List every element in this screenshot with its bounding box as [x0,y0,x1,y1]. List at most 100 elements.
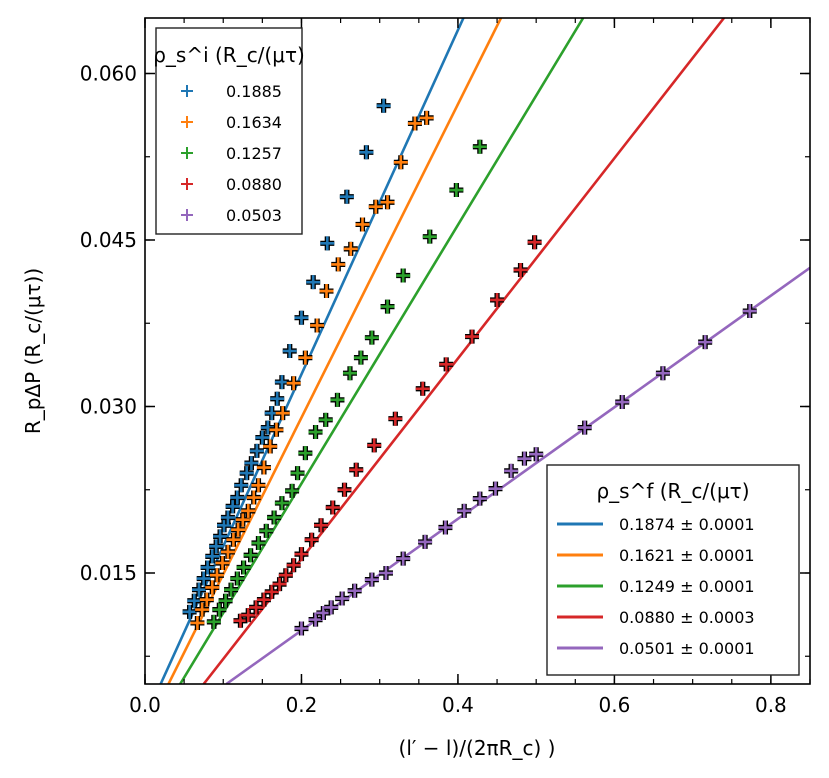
x-axis-title: (l′ − l)/(2πR_c) ) [399,736,556,760]
y-tick-label: 0.030 [80,395,137,419]
legend-lines-title: ρ_s^f (R_c/(μτ) [596,479,749,503]
data-point-0.0880 [367,438,382,453]
data-point-0.1634 [235,512,250,527]
data-point-0.0503 [698,335,713,350]
x-tick-label: 0.0 [129,693,161,717]
data-point-0.0503 [324,600,339,615]
data-point-0.0880 [294,547,309,562]
data-point-0.1885 [182,604,197,619]
data-point-0.1634 [419,110,434,125]
data-point-0.0503 [335,591,350,606]
plot-frame [144,17,811,685]
data-point-0.1634 [286,376,301,391]
data-point-0.1257 [364,330,379,345]
data-point-0.0880 [465,329,480,344]
data-point-0.0880 [241,608,256,623]
data-point-0.0880 [233,613,248,628]
data-point-0.1634 [275,406,290,421]
x-tick-label: 0.4 [442,693,474,717]
data-point-0.0503 [655,366,670,381]
legend-marker-label: 0.0880 [226,175,282,194]
data-point-0.1634 [319,284,334,299]
data-point-0.1634 [190,615,205,630]
legend-markers-title: ρ_s^i (R_c/(μτ) [153,43,305,67]
data-point-0.1257 [449,183,464,198]
legend-marker-label: 0.0503 [226,206,282,225]
data-point-0.1257 [298,446,313,461]
data-point-0.0503 [364,572,379,587]
data-point-0.0503 [472,491,487,506]
data-point-0.1257 [472,139,487,154]
data-point-0.1885 [234,478,249,493]
legend-marker-0.1257 [181,147,193,159]
data-point-0.1257 [353,350,368,365]
data-point-0.0503 [396,551,411,566]
data-point-0.1257 [224,582,239,597]
data-point-0.0880 [278,568,293,583]
data-point-0.1885 [200,560,215,575]
data-point-0.0503 [418,534,433,549]
data-point-0.0503 [615,395,630,410]
data-point-0.1634 [393,155,408,170]
y-axis-title: R_pΔP (R_c/(μτ)) [21,268,45,434]
data-point-0.1885 [270,391,285,406]
fit-line-0.1257 [179,18,585,684]
legend-marker-label: 0.1634 [226,113,282,132]
data-point-0.0880 [415,381,430,396]
data-point-0.0880 [490,292,505,307]
data-point-0.0880 [513,262,528,277]
data-point-0.0503 [347,583,362,598]
data-point-0.0503 [308,612,323,627]
legend-lines: ρ_s^f (R_c/(μτ) 0.1874 ± 0.0001 0.1621 ± … [546,464,800,676]
data-point-0.0880 [249,600,264,615]
data-point-0.0503 [457,503,472,518]
data-point-0.1257 [330,392,345,407]
data-point-0.0880 [527,235,542,250]
data-point-0.1634 [380,195,395,210]
data-point-0.0880 [272,577,287,592]
data-point-0.0503 [742,304,757,319]
legend-line-label: 0.1249 ± 0.0001 [619,577,755,596]
data-point-0.1634 [241,503,256,518]
data-point-0.1885 [320,236,335,251]
y-tick-label: 0.015 [80,561,137,585]
data-point-0.1885 [191,582,206,597]
data-point-0.1634 [209,568,224,583]
data-point-0.1885 [225,499,240,514]
data-point-0.1634 [215,556,230,571]
data-point-0.1885 [230,490,245,505]
data-point-0.0503 [577,420,592,435]
data-point-0.1885 [217,518,232,533]
x-tick-label: 0.6 [599,693,631,717]
x-tick-label: 0.2 [286,693,318,717]
legend-marker-0.0880 [181,178,193,190]
data-point-0.1257 [236,560,251,575]
data-point-0.1634 [368,199,383,214]
data-point-0.1634 [199,592,214,607]
data-point-0.1257 [285,483,300,498]
data-point-0.1634 [231,522,246,537]
data-point-0.0503 [378,566,393,580]
data-point-0.1257 [218,593,233,608]
data-markers [182,98,757,636]
legend-marker-label: 0.1257 [226,144,282,163]
data-point-0.1885 [196,571,211,586]
data-point-0.0503 [316,605,331,620]
data-point-0.0503 [294,621,309,636]
data-point-0.0880 [256,592,271,607]
data-point-0.0880 [439,357,454,372]
data-point-0.1634 [195,602,210,617]
data-point-0.0880 [337,482,352,497]
data-point-0.1634 [310,318,325,333]
data-point-0.1634 [407,116,422,131]
legend-marker-0.0503 [181,209,193,221]
legend-marker-label: 0.1885 [226,82,282,101]
data-point-0.1885 [213,529,228,544]
legend-markers: ρ_s^i (R_c/(μτ) 0.1885 0.1634 0.1257 0.0880… [153,27,305,235]
data-point-0.1634 [263,439,278,454]
data-point-0.0880 [286,558,301,573]
data-point-0.1885 [239,466,254,481]
data-point-0.1885 [294,310,309,325]
data-point-0.0880 [264,584,279,599]
